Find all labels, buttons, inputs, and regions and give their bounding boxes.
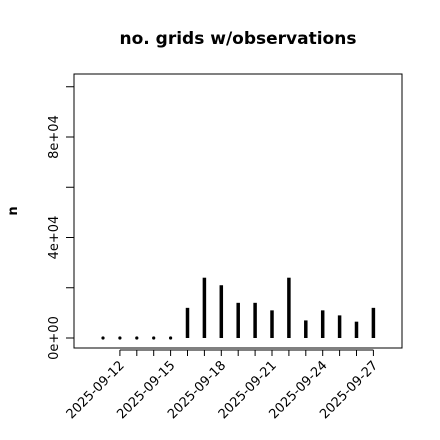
y-tick-label: 0e+00 [47, 316, 62, 360]
bar [152, 336, 156, 340]
bar [118, 336, 122, 340]
x-axis: 2025-09-122025-09-152025-09-182025-09-21… [64, 349, 381, 422]
bar [101, 336, 105, 340]
y-axis: 0e+00 4e+04 8e+04 [47, 86, 75, 360]
chart-title: no. grids w/observations [120, 29, 357, 49]
bar [169, 336, 173, 340]
y-axis-label: n [6, 206, 21, 215]
bars [101, 277, 376, 340]
y-tick-label: 4e+04 [47, 216, 62, 260]
bar [135, 336, 139, 340]
y-tick-label: 8e+04 [47, 115, 62, 159]
